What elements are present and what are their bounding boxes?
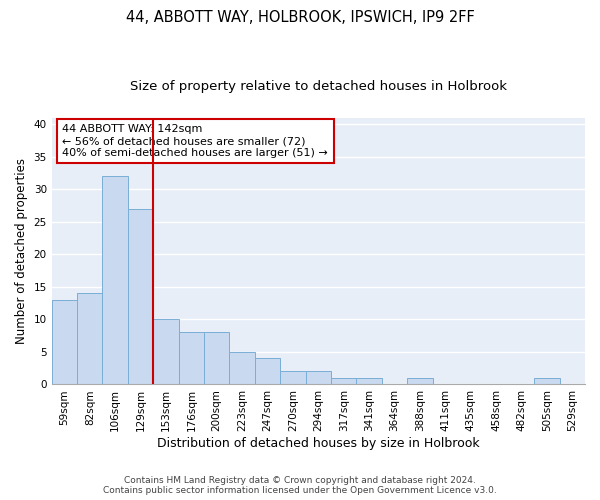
Text: Contains HM Land Registry data © Crown copyright and database right 2024.
Contai: Contains HM Land Registry data © Crown c… (103, 476, 497, 495)
Bar (153, 320, 179, 384)
Bar (103, 176, 128, 384)
Bar (229, 352, 255, 384)
Text: 44 ABBOTT WAY: 142sqm
← 56% of detached houses are smaller (72)
40% of semi-deta: 44 ABBOTT WAY: 142sqm ← 56% of detached … (62, 124, 328, 158)
X-axis label: Distribution of detached houses by size in Holbrook: Distribution of detached houses by size … (157, 437, 479, 450)
Bar (77, 294, 103, 384)
Bar (128, 209, 153, 384)
Bar (534, 378, 560, 384)
Bar (331, 378, 356, 384)
Bar (179, 332, 204, 384)
Bar (305, 372, 331, 384)
Bar (204, 332, 229, 384)
Title: Size of property relative to detached houses in Holbrook: Size of property relative to detached ho… (130, 80, 507, 93)
Text: 44, ABBOTT WAY, HOLBROOK, IPSWICH, IP9 2FF: 44, ABBOTT WAY, HOLBROOK, IPSWICH, IP9 2… (125, 10, 475, 25)
Bar (52, 300, 77, 384)
Bar (356, 378, 382, 384)
Bar (407, 378, 433, 384)
Bar (280, 372, 305, 384)
Y-axis label: Number of detached properties: Number of detached properties (15, 158, 28, 344)
Bar (255, 358, 280, 384)
